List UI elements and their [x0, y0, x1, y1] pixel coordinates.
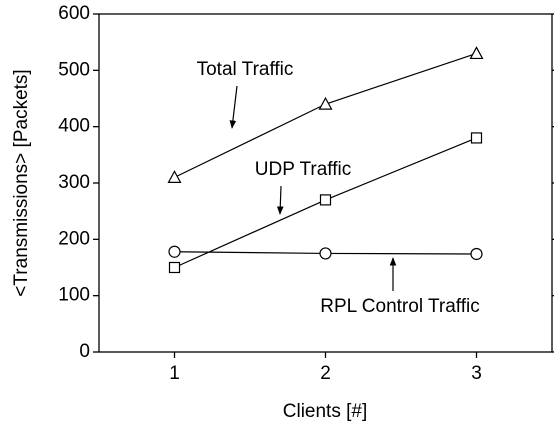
data-point — [470, 247, 483, 261]
data-point — [168, 261, 181, 274]
y-tick-label: 100 — [58, 285, 90, 306]
series-label: UDP Traffic — [255, 159, 351, 180]
series-label: Total Traffic — [197, 59, 294, 80]
y-tick-label: 300 — [58, 172, 90, 193]
data-point — [469, 46, 484, 60]
y-tick-label: 400 — [58, 116, 90, 137]
x-tick-label: 3 — [471, 363, 482, 384]
data-point — [319, 194, 332, 206]
data-point — [319, 247, 332, 260]
data-point — [318, 96, 333, 110]
y-tick-label: 500 — [58, 59, 90, 80]
data-point — [470, 132, 483, 144]
y-tick-label: 600 — [58, 3, 90, 24]
x-axis-label: Clients [#] — [283, 401, 367, 422]
x-tick-label: 2 — [320, 363, 331, 384]
x-tick-label: 1 — [169, 363, 180, 384]
series-label: RPL Control Traffic — [320, 296, 479, 317]
y-axis-label: <Transmissions> [Packets] — [11, 69, 32, 296]
data-point — [168, 245, 181, 258]
annotation-arrow — [229, 85, 238, 129]
annotation-arrow — [276, 185, 284, 215]
data-point — [167, 170, 182, 183]
y-tick-label: 200 — [58, 228, 90, 249]
y-tick-label: 0 — [79, 341, 90, 362]
